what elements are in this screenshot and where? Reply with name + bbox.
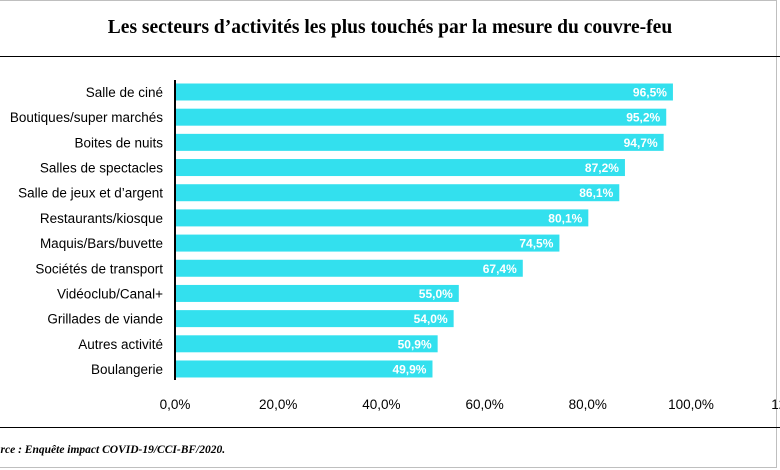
value-label: 54,0% [414,312,448,326]
x-tick-label: 40,0% [362,397,400,412]
x-axis-ticks: 0,0% 20,0% 40,0% 60,0% 80,0% 100,0% 120,0% [160,397,780,412]
value-label: 49,9% [392,362,426,376]
category-label: Sociétés de transport [35,261,163,276]
category-label: Maquis/Bars/buvette [40,236,163,251]
bar [175,83,673,101]
category-label: Restaurants/kiosque [40,211,163,226]
title-bar: Les secteurs d’activités les plus touché… [0,0,780,57]
value-label: 55,0% [419,287,453,301]
category-label: Vidéoclub/Canal+ [57,286,163,301]
bars-layer: Salle de ciné 96,5% Boutiques/super marché… [10,83,673,378]
bar [175,259,523,277]
value-label: 50,9% [398,337,432,351]
chart-title: Les secteurs d’activités les plus touché… [107,17,673,38]
value-label: 87,2% [585,161,619,175]
x-tick-label: 60,0% [465,397,503,412]
category-label: Salle de jeux et d’argent [18,186,163,201]
bar [175,108,667,126]
footer-bar: Source : Enquête impact COVID-19/CCI-BF/… [0,427,780,468]
category-label: Autres activité [78,337,163,352]
source-note: Source : Enquête impact COVID-19/CCI-BF/… [0,444,226,456]
x-tick-label: 100,0% [668,397,714,412]
category-label: Boites de nuits [74,135,163,150]
x-tick-label: 120,0% [771,397,780,412]
bar [175,184,620,202]
bar [175,133,664,151]
value-label: 80,1% [548,211,582,225]
x-tick-label: 80,0% [569,397,607,412]
value-label: 95,2% [626,111,660,125]
bar [175,310,454,328]
bar [175,335,438,353]
category-label: Boutiques/super marchés [10,110,163,125]
value-label: 86,1% [579,186,613,200]
value-label: 67,4% [483,262,517,276]
value-label: 96,5% [633,86,667,100]
value-label: 74,5% [519,237,553,251]
category-label: Salles de spectacles [40,161,163,176]
value-label: 94,7% [624,136,658,150]
bar [175,234,560,252]
bar [175,284,459,302]
x-tick-label: 20,0% [259,397,297,412]
bar-chart: Salle de ciné 96,5% Boutiques/super marché… [10,80,780,412]
bar [175,209,589,227]
x-tick-label: 0,0% [160,397,191,412]
category-label: Grillades de viande [47,312,163,327]
bar [175,159,625,177]
category-label: Boulangerie [91,362,163,377]
bar [175,360,433,378]
category-label: Salle de ciné [86,85,163,100]
